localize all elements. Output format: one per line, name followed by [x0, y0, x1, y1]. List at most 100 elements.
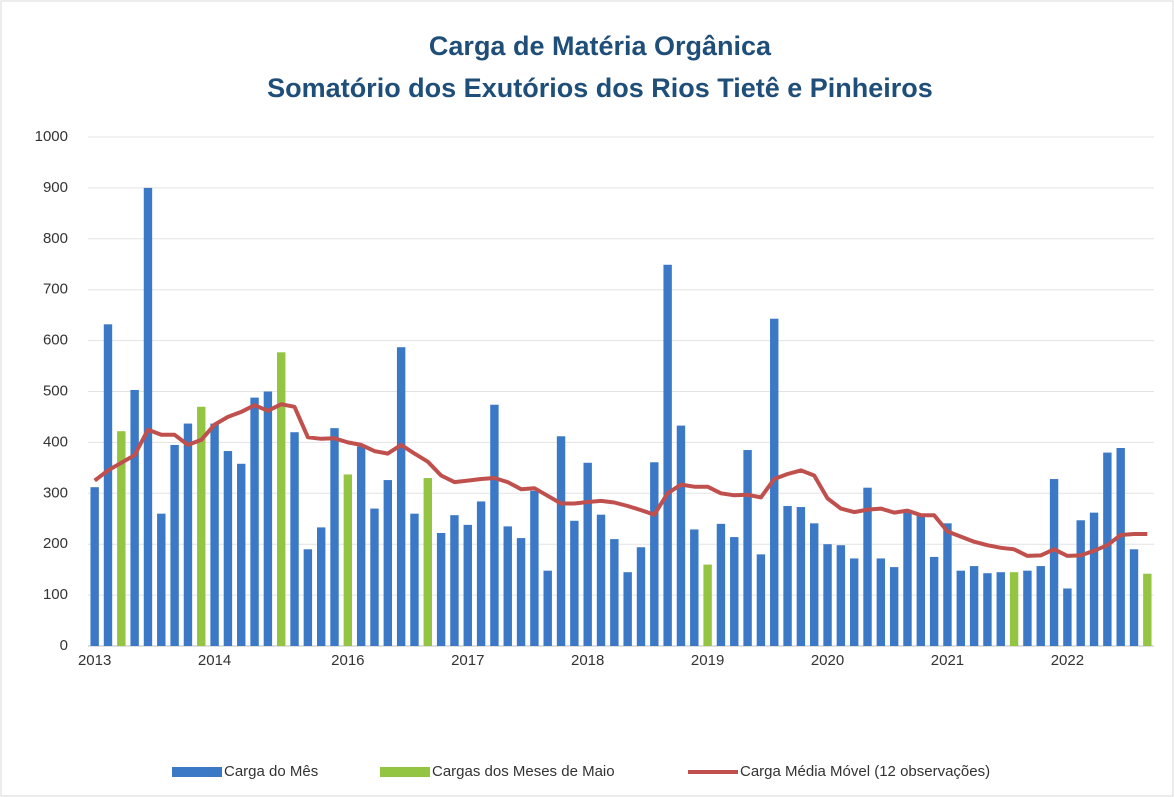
bar — [650, 462, 659, 646]
bar — [476, 501, 486, 646]
bar — [463, 524, 472, 646]
bar — [117, 431, 126, 646]
bar — [263, 391, 273, 646]
chart-subtitle: Somatório dos Exutórios dos Rios Tietê e… — [267, 73, 933, 103]
bar — [863, 487, 872, 646]
bar — [983, 573, 992, 646]
bar — [1036, 566, 1045, 646]
x-tick-label: 2017 — [451, 652, 484, 669]
bar — [277, 352, 286, 646]
legend-label: Cargas dos Meses de Maio — [432, 763, 615, 780]
bar — [703, 564, 712, 646]
bar — [929, 556, 939, 646]
line — [93, 402, 1148, 558]
bar — [956, 570, 965, 646]
bar — [1063, 588, 1072, 646]
x-tick-label: 2021 — [931, 652, 964, 669]
bar — [356, 446, 366, 646]
bar — [170, 444, 179, 646]
x-tick-label: 2018 — [571, 652, 604, 669]
bar — [130, 389, 139, 646]
bar — [90, 487, 99, 646]
bar — [1009, 572, 1019, 646]
bar — [836, 545, 846, 646]
bar — [730, 537, 739, 646]
bar — [370, 508, 379, 646]
bar — [103, 324, 113, 646]
bar — [663, 264, 672, 646]
y-tick-label: 600 — [43, 332, 68, 349]
bar — [303, 549, 313, 646]
y-tick-label: 400 — [43, 433, 68, 450]
bar — [197, 406, 206, 646]
bar — [610, 539, 619, 646]
x-tick-label: 2013 — [78, 652, 111, 669]
bar — [1116, 447, 1125, 646]
bar — [903, 511, 912, 646]
legend-label: Carga do Mês — [224, 763, 318, 780]
bar — [410, 513, 419, 646]
bar — [330, 428, 339, 646]
bar — [796, 507, 806, 646]
bar — [810, 523, 819, 646]
bar — [503, 526, 512, 646]
y-tick-label: 900 — [43, 179, 68, 196]
bar — [1076, 520, 1085, 646]
bar — [596, 514, 606, 646]
bar — [250, 397, 259, 646]
bar — [623, 572, 632, 646]
bar — [516, 538, 526, 646]
bar — [183, 423, 193, 646]
bar — [237, 463, 246, 646]
legend-label: Carga Média Móvel (12 observações) — [740, 763, 990, 780]
legend-swatch — [380, 767, 430, 777]
y-tick-label: 0 — [60, 637, 68, 654]
bar — [290, 432, 299, 646]
bar — [316, 527, 326, 646]
y-tick-label: 500 — [43, 382, 68, 399]
bar — [876, 558, 886, 646]
bar — [1143, 573, 1152, 646]
bar — [543, 570, 552, 646]
bar — [756, 554, 766, 646]
y-tick-label: 1000 — [35, 128, 68, 145]
y-tick-label: 200 — [43, 535, 68, 552]
bar — [996, 572, 1005, 646]
y-tick-label: 100 — [43, 586, 68, 603]
y-tick-label: 800 — [43, 230, 68, 247]
legend-swatch — [172, 767, 222, 777]
x-tick-label: 2019 — [691, 652, 724, 669]
bar — [490, 404, 499, 646]
x-tick-label: 2022 — [1051, 652, 1084, 669]
bar — [943, 523, 952, 646]
bar — [1049, 479, 1059, 646]
bar — [1103, 452, 1112, 646]
bar — [530, 490, 539, 646]
bar — [450, 515, 459, 646]
bar — [716, 523, 726, 646]
bar — [783, 506, 792, 646]
chart-title: Carga de Matéria Orgânica — [429, 31, 772, 61]
bar — [1129, 549, 1139, 646]
bar — [690, 529, 699, 646]
bar — [343, 474, 353, 646]
x-tick-label: 2016 — [331, 652, 364, 669]
y-tick-label: 700 — [43, 281, 68, 298]
y-tick-label: 300 — [43, 484, 68, 501]
bar — [423, 478, 432, 646]
bar — [157, 513, 166, 646]
bar — [916, 514, 926, 646]
bar — [676, 425, 686, 646]
bar — [636, 547, 646, 646]
bar — [383, 480, 393, 646]
bar — [210, 423, 219, 646]
bar — [1023, 570, 1032, 646]
bar — [570, 520, 579, 646]
bar — [436, 533, 446, 646]
bar — [143, 187, 153, 646]
bar — [1089, 512, 1099, 646]
x-tick-label: 2020 — [811, 652, 844, 669]
bar — [583, 462, 592, 646]
